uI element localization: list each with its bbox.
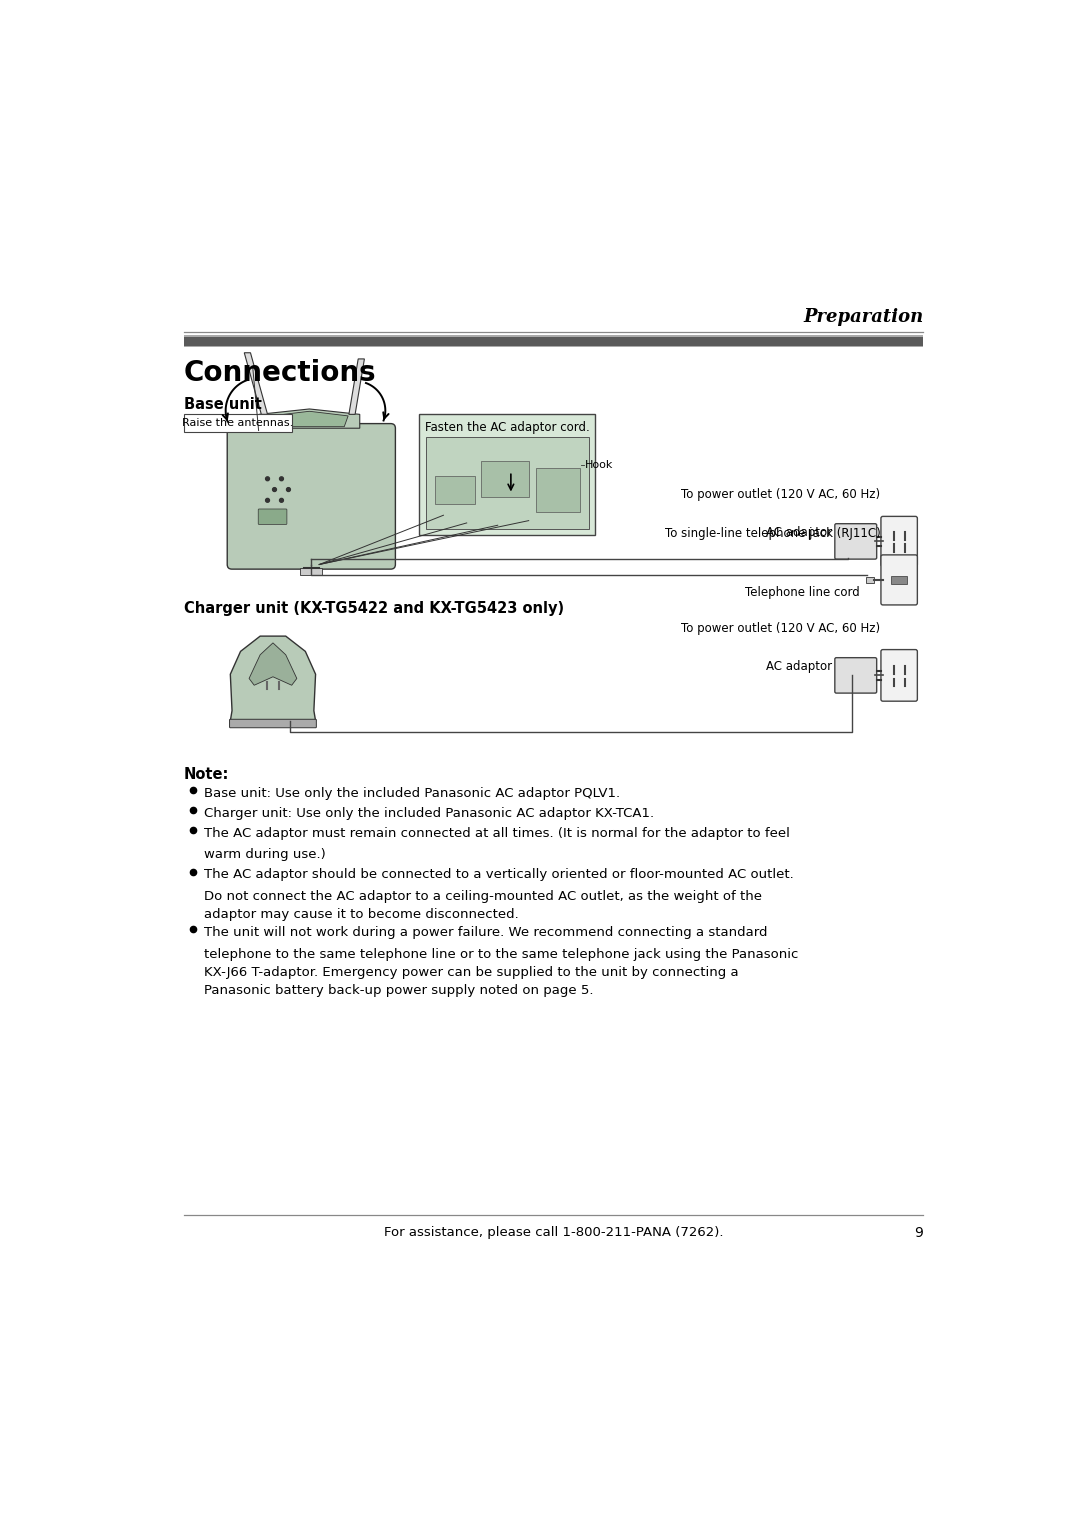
FancyBboxPatch shape xyxy=(866,578,874,584)
Text: adaptor may cause it to become disconnected.: adaptor may cause it to become disconnec… xyxy=(204,908,518,921)
Polygon shape xyxy=(249,643,297,685)
Polygon shape xyxy=(244,353,268,414)
FancyBboxPatch shape xyxy=(435,475,475,504)
FancyBboxPatch shape xyxy=(881,649,917,701)
FancyBboxPatch shape xyxy=(184,414,292,432)
Text: Hook: Hook xyxy=(584,460,612,471)
Text: 9: 9 xyxy=(915,1225,923,1239)
Polygon shape xyxy=(271,411,348,426)
FancyBboxPatch shape xyxy=(891,576,907,584)
FancyBboxPatch shape xyxy=(881,516,917,567)
Circle shape xyxy=(266,498,270,503)
Circle shape xyxy=(280,498,283,503)
Circle shape xyxy=(272,487,276,492)
FancyBboxPatch shape xyxy=(227,423,395,568)
Text: The AC adaptor must remain connected at all times. (It is normal for the adaptor: The AC adaptor must remain connected at … xyxy=(204,827,789,840)
Text: warm during use.): warm during use.) xyxy=(204,848,326,860)
Text: Preparation: Preparation xyxy=(802,307,923,325)
FancyBboxPatch shape xyxy=(835,524,877,559)
FancyBboxPatch shape xyxy=(536,468,580,512)
Polygon shape xyxy=(349,359,364,414)
Text: Charger unit: Use only the included Panasonic AC adaptor KX-TCA1.: Charger unit: Use only the included Pana… xyxy=(204,807,654,821)
Text: Base unit: Use only the included Panasonic AC adaptor PQLV1.: Base unit: Use only the included Panason… xyxy=(204,787,620,801)
Text: To power outlet (120 V AC, 60 Hz): To power outlet (120 V AC, 60 Hz) xyxy=(681,622,880,636)
Circle shape xyxy=(266,477,270,481)
Text: Raise the antennas.: Raise the antennas. xyxy=(183,419,294,428)
FancyBboxPatch shape xyxy=(419,414,595,535)
Text: The AC adaptor should be connected to a vertically oriented or floor-mounted AC : The AC adaptor should be connected to a … xyxy=(204,868,794,882)
FancyBboxPatch shape xyxy=(881,555,917,605)
FancyBboxPatch shape xyxy=(230,720,316,727)
Circle shape xyxy=(286,487,291,492)
Text: Telephone line cord: Telephone line cord xyxy=(745,587,860,599)
Circle shape xyxy=(280,477,283,481)
Text: Charger unit (KX-TG5422 and KX-TG5423 only): Charger unit (KX-TG5422 and KX-TG5423 on… xyxy=(184,601,564,616)
Text: KX-J66 T-adaptor. Emergency power can be supplied to the unit by connecting a: KX-J66 T-adaptor. Emergency power can be… xyxy=(204,966,739,978)
FancyBboxPatch shape xyxy=(482,460,529,497)
FancyBboxPatch shape xyxy=(426,437,590,529)
Polygon shape xyxy=(259,410,360,428)
Text: AC adaptor: AC adaptor xyxy=(766,526,832,539)
Text: Base unit: Base unit xyxy=(184,397,261,411)
FancyBboxPatch shape xyxy=(300,568,322,575)
Polygon shape xyxy=(230,636,315,721)
FancyBboxPatch shape xyxy=(184,335,923,338)
Text: Note:: Note: xyxy=(184,767,229,782)
Text: Connections: Connections xyxy=(184,359,377,387)
Text: The unit will not work during a power failure. We recommend connecting a standar: The unit will not work during a power fa… xyxy=(204,926,768,940)
Text: To power outlet (120 V AC, 60 Hz): To power outlet (120 V AC, 60 Hz) xyxy=(681,489,880,501)
FancyBboxPatch shape xyxy=(184,338,923,345)
Text: Panasonic battery back-up power supply noted on page 5.: Panasonic battery back-up power supply n… xyxy=(204,984,594,996)
Text: Fasten the AC adaptor cord.: Fasten the AC adaptor cord. xyxy=(426,422,590,434)
Text: AC adaptor: AC adaptor xyxy=(766,660,832,672)
Text: To single-line telephone jack (RJ11C): To single-line telephone jack (RJ11C) xyxy=(665,527,880,539)
Text: For assistance, please call 1-800-211-PANA (7262).: For assistance, please call 1-800-211-PA… xyxy=(383,1225,724,1239)
Text: Do not connect the AC adaptor to a ceiling-mounted AC outlet, as the weight of t: Do not connect the AC adaptor to a ceili… xyxy=(204,889,762,903)
FancyBboxPatch shape xyxy=(258,509,287,524)
Text: telephone to the same telephone line or to the same telephone jack using the Pan: telephone to the same telephone line or … xyxy=(204,947,798,961)
FancyBboxPatch shape xyxy=(835,657,877,694)
